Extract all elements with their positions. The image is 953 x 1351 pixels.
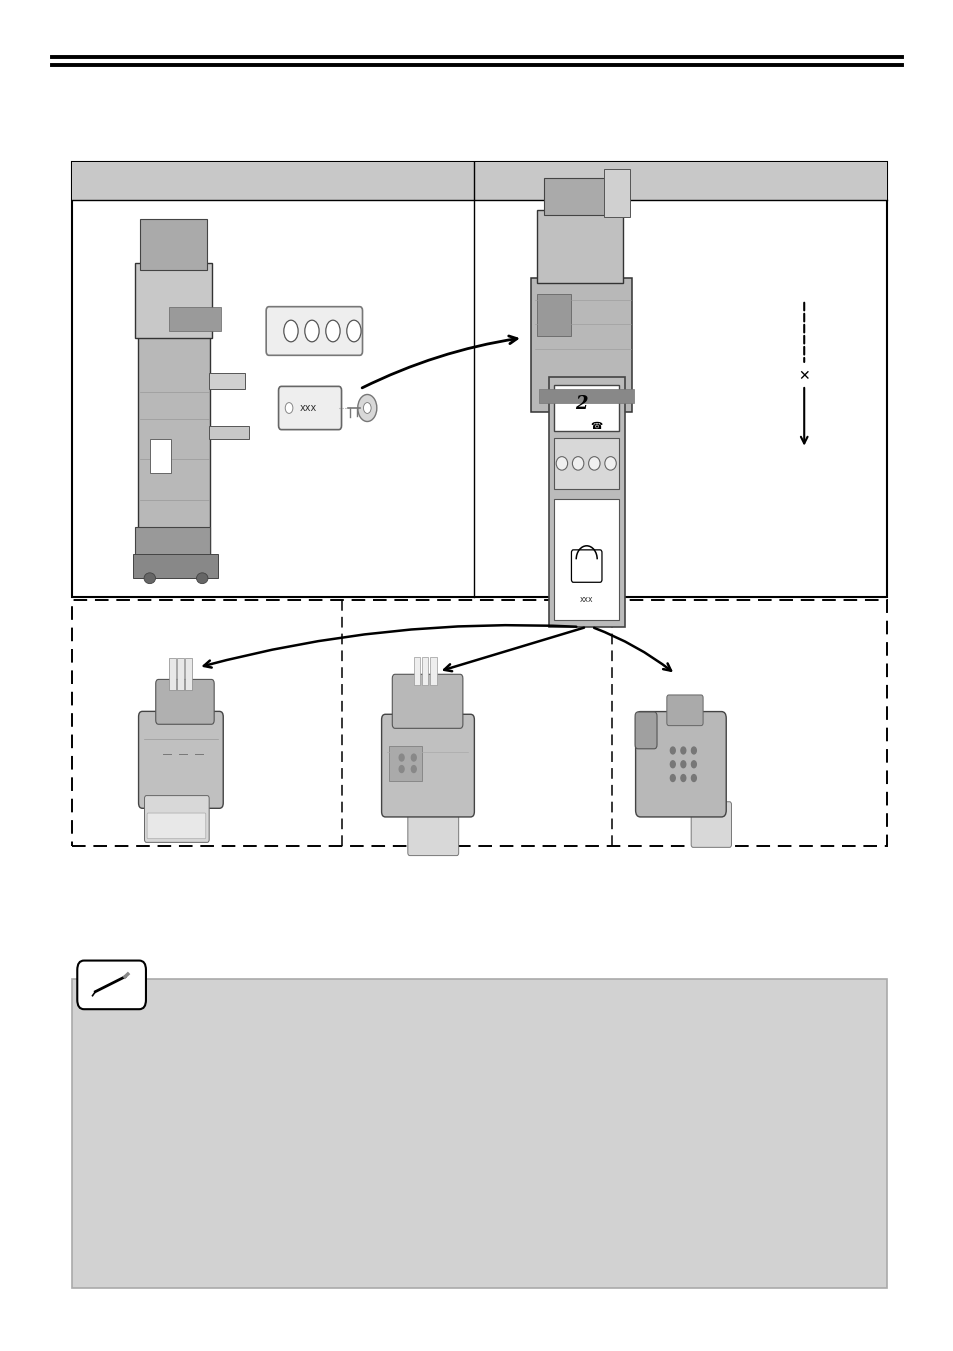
FancyBboxPatch shape [571,550,601,582]
FancyBboxPatch shape [537,209,622,282]
Circle shape [691,761,696,767]
Circle shape [680,747,685,754]
Bar [185,658,192,690]
Bar [554,499,618,620]
Bar [177,658,184,690]
Ellipse shape [196,573,208,584]
FancyBboxPatch shape [138,304,210,561]
Ellipse shape [556,457,567,470]
Bar [150,439,171,473]
Ellipse shape [604,457,616,470]
Ellipse shape [305,320,319,342]
FancyBboxPatch shape [132,554,218,578]
Circle shape [398,754,404,761]
Bar [389,746,421,781]
Ellipse shape [588,457,599,470]
FancyBboxPatch shape [407,804,458,855]
FancyBboxPatch shape [77,961,146,1009]
Bar [554,438,618,489]
FancyBboxPatch shape [209,426,249,439]
Text: xxx: xxx [299,403,316,413]
FancyBboxPatch shape [135,263,212,338]
Bar [537,295,571,336]
Circle shape [357,394,376,422]
Ellipse shape [326,320,339,342]
FancyBboxPatch shape [278,386,341,430]
FancyBboxPatch shape [666,694,702,725]
Circle shape [670,761,675,767]
FancyBboxPatch shape [138,712,223,808]
Bar [71,162,886,200]
Circle shape [411,766,416,773]
Text: ✕: ✕ [798,369,809,382]
Circle shape [670,774,675,781]
Ellipse shape [572,457,583,470]
FancyBboxPatch shape [381,715,474,817]
Circle shape [691,747,696,754]
FancyBboxPatch shape [530,278,632,412]
Circle shape [411,754,416,761]
Text: 2: 2 [574,394,587,413]
FancyBboxPatch shape [690,801,731,847]
Bar [71,600,886,846]
Bar [430,657,436,685]
Text: xxx: xxx [579,596,593,604]
FancyBboxPatch shape [209,373,245,389]
FancyBboxPatch shape [548,377,624,627]
Circle shape [398,766,404,773]
FancyBboxPatch shape [155,680,213,724]
FancyBboxPatch shape [266,307,362,355]
Ellipse shape [284,320,297,342]
FancyBboxPatch shape [635,712,657,748]
FancyBboxPatch shape [635,712,725,817]
Bar [539,389,633,403]
Bar [169,658,175,690]
FancyBboxPatch shape [603,169,629,218]
FancyBboxPatch shape [147,813,206,839]
Circle shape [691,774,696,781]
Bar [169,307,221,331]
Text: ☎: ☎ [590,420,601,431]
Circle shape [670,747,675,754]
FancyBboxPatch shape [135,527,210,561]
FancyBboxPatch shape [145,796,209,843]
Bar [71,979,886,1288]
Circle shape [680,774,685,781]
FancyBboxPatch shape [392,674,462,728]
Bar [414,657,420,685]
Bar [554,385,618,431]
Bar [421,657,428,685]
Circle shape [363,403,371,413]
Ellipse shape [144,573,155,584]
FancyBboxPatch shape [140,219,207,270]
Circle shape [285,403,293,413]
Bar [71,162,886,597]
Circle shape [680,761,685,767]
FancyBboxPatch shape [543,178,620,215]
Ellipse shape [347,320,360,342]
